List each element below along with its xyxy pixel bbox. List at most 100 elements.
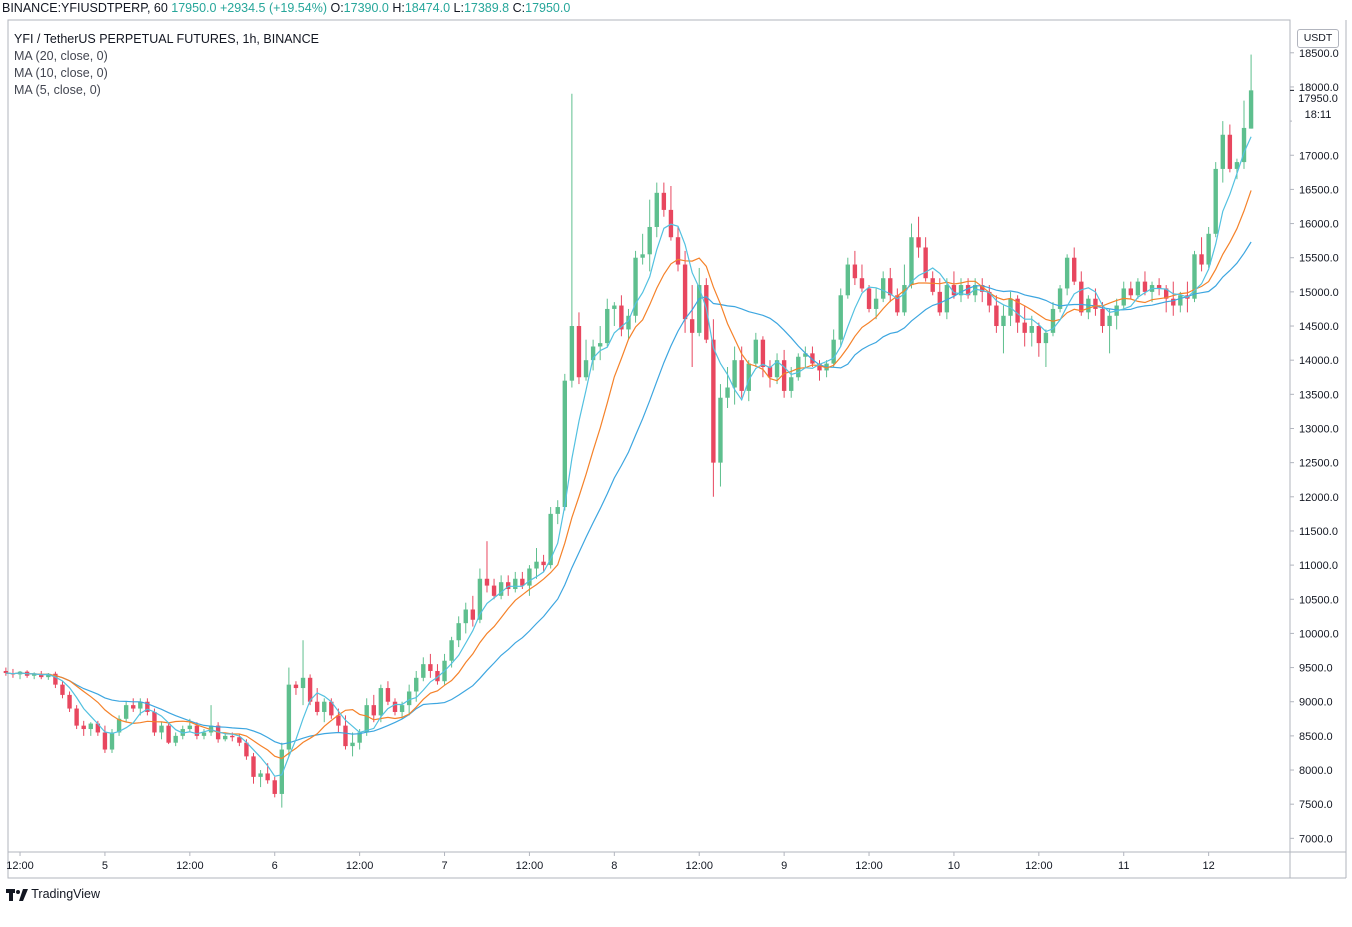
- candle-body: [987, 291, 992, 306]
- candle-body: [902, 285, 907, 313]
- candle: [640, 233, 645, 265]
- currency-button[interactable]: USDT: [1297, 29, 1339, 48]
- candle-body: [187, 725, 193, 730]
- last-price: 17950.0: [171, 1, 217, 15]
- candle-body: [1213, 168, 1218, 234]
- candle-body: [654, 192, 659, 227]
- candle-body: [286, 684, 292, 750]
- candle: [1220, 121, 1225, 183]
- y-tick-label: 7000.0: [1299, 833, 1333, 845]
- x-tick-label: 12:00: [6, 860, 34, 872]
- candle: [923, 237, 928, 282]
- price-axis[interactable]: 7000.0 7500.0 8000.0 8500.0 9000.0 9500.0 1000…: [1290, 48, 1339, 846]
- candle-body: [1043, 332, 1049, 344]
- candle-body: [527, 568, 532, 586]
- candle-body: [371, 705, 376, 716]
- candle: [470, 595, 476, 627]
- candle-body: [300, 677, 306, 689]
- candle: [1156, 278, 1162, 296]
- candle-body: [329, 701, 334, 716]
- candle-body: [647, 226, 652, 255]
- candle: [60, 681, 65, 699]
- candle-body: [1022, 322, 1027, 333]
- candle-body: [994, 305, 999, 327]
- candle: [994, 295, 999, 333]
- y-tick-label: 13000.0: [1299, 423, 1339, 435]
- candle-body: [1029, 326, 1034, 333]
- candle-body: [810, 353, 815, 364]
- candle-body: [357, 732, 362, 743]
- candle: [562, 373, 568, 511]
- candle: [1206, 226, 1211, 268]
- candle: [647, 199, 652, 272]
- candle-body: [520, 578, 525, 586]
- candle: [937, 278, 942, 316]
- candle-body: [470, 609, 476, 620]
- candle-body: [159, 725, 164, 733]
- x-tick-label: 11: [1118, 860, 1129, 872]
- candle: [1057, 285, 1063, 313]
- candle-body: [1227, 134, 1233, 169]
- candlesticks: [3, 54, 1254, 808]
- candle-body: [796, 356, 801, 378]
- y-tick-label: 18500.0: [1299, 48, 1339, 60]
- candle: [272, 776, 277, 798]
- candle: [895, 288, 900, 316]
- candle-body: [244, 742, 249, 757]
- footer-brand[interactable]: TradingView: [6, 887, 100, 902]
- candle: [838, 288, 843, 347]
- candle-body: [1107, 315, 1112, 327]
- candle-body: [31, 674, 37, 676]
- high-value: 18474.0: [404, 1, 451, 15]
- candle: [654, 182, 659, 238]
- candle: [371, 694, 376, 723]
- candle-body: [534, 561, 539, 569]
- candle-body: [173, 735, 178, 743]
- candle-body: [817, 363, 822, 371]
- candle: [859, 264, 865, 292]
- symbol-name[interactable]: BINANCE:YFIUSDTPERP, 60: [2, 1, 168, 15]
- candle: [293, 681, 299, 695]
- candle-body: [385, 688, 391, 702]
- candle: [1171, 281, 1176, 316]
- open-label: O:: [330, 1, 344, 15]
- candle-body: [131, 705, 136, 709]
- candle-body: [1001, 315, 1006, 327]
- candle: [1036, 322, 1042, 357]
- candle-body: [1072, 257, 1077, 282]
- candle: [1135, 278, 1141, 299]
- candle-body: [456, 623, 461, 641]
- candle: [916, 216, 921, 258]
- legend-ma20[interactable]: MA (20, close, 0): [14, 49, 108, 63]
- grid-lines: [7, 19, 1347, 879]
- legend-ma5[interactable]: MA (5, close, 0): [14, 83, 101, 97]
- candle-body: [873, 298, 879, 309]
- candle-body: [583, 360, 589, 378]
- high-label: H:: [392, 1, 405, 15]
- candle: [732, 346, 737, 405]
- candle-body: [67, 694, 72, 709]
- candle-body: [109, 732, 115, 750]
- candle-body: [937, 291, 942, 313]
- candle: [987, 285, 992, 313]
- candle: [810, 346, 815, 368]
- candle: [569, 93, 575, 388]
- candle: [951, 271, 957, 299]
- candle: [449, 636, 454, 668]
- candle-body: [116, 718, 122, 733]
- candle-body: [619, 305, 624, 330]
- candle-body: [725, 387, 730, 398]
- candle: [102, 725, 108, 753]
- x-tick-label: 12: [1203, 860, 1215, 872]
- candle-body: [194, 725, 200, 736]
- candle-body: [272, 780, 277, 794]
- time-axis[interactable]: 12:00 5 12:00 6 12:00 7 12:00 8 12:00 9 12:00 10 12:…: [6, 852, 1215, 872]
- x-tick-label: 9: [781, 860, 787, 872]
- x-tick-label: 10: [948, 860, 960, 872]
- candle-body: [689, 319, 695, 333]
- legend-ma10[interactable]: MA (10, close, 0): [14, 66, 108, 80]
- candle: [513, 571, 518, 593]
- chart-title[interactable]: YFI / TetherUS PERPETUAL FUTURES, 1h, BI…: [14, 32, 319, 46]
